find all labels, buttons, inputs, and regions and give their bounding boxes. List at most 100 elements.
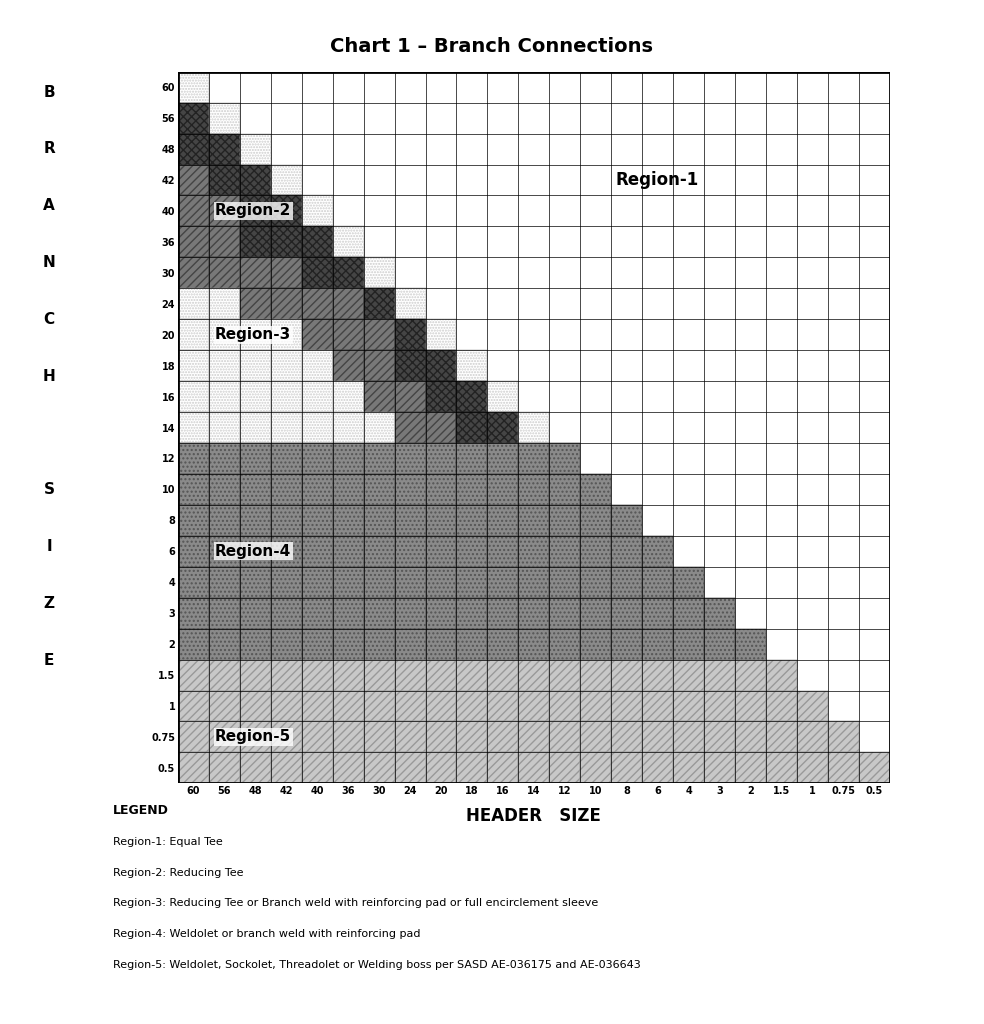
Bar [240, 598, 271, 629]
Bar [581, 474, 611, 505]
Bar [271, 350, 302, 381]
Bar [240, 659, 271, 690]
Bar [240, 226, 271, 257]
Bar [425, 443, 457, 474]
Bar [487, 566, 519, 598]
Bar [457, 536, 487, 566]
Bar [395, 629, 425, 659]
Bar [364, 753, 395, 783]
Bar [425, 412, 457, 443]
Bar [178, 133, 209, 165]
Bar [581, 566, 611, 598]
Bar [704, 753, 735, 783]
Bar [549, 598, 581, 629]
Bar [457, 753, 487, 783]
Bar [178, 722, 209, 753]
Bar [395, 536, 425, 566]
Bar [425, 566, 457, 598]
Bar [240, 598, 271, 629]
Bar [209, 319, 240, 350]
Bar [178, 196, 209, 226]
Bar [333, 350, 364, 381]
Bar [209, 443, 240, 474]
Bar [859, 753, 890, 783]
Bar [271, 474, 302, 505]
Bar [735, 722, 766, 753]
Bar [581, 598, 611, 629]
Bar [302, 319, 333, 350]
Bar [302, 566, 333, 598]
Bar [240, 381, 271, 412]
Bar [302, 690, 333, 722]
Bar [209, 659, 240, 690]
Bar [735, 753, 766, 783]
Bar [302, 659, 333, 690]
Bar [364, 629, 395, 659]
X-axis label: HEADER   SIZE: HEADER SIZE [466, 807, 601, 825]
Bar [487, 690, 519, 722]
Bar [673, 629, 704, 659]
Bar [302, 196, 333, 226]
Bar [333, 753, 364, 783]
Bar [209, 722, 240, 753]
Bar [333, 257, 364, 289]
Bar [178, 72, 209, 102]
Bar [519, 412, 549, 443]
Bar [333, 381, 364, 412]
Bar [457, 381, 487, 412]
Bar [643, 753, 673, 783]
Bar [240, 196, 271, 226]
Bar [364, 350, 395, 381]
Bar [271, 753, 302, 783]
Bar [178, 753, 209, 783]
Bar [209, 598, 240, 629]
Bar [395, 350, 425, 381]
Bar [704, 690, 735, 722]
Bar [209, 505, 240, 536]
Bar [240, 165, 271, 196]
Bar [302, 319, 333, 350]
Bar [395, 412, 425, 443]
Bar [643, 598, 673, 629]
Bar [581, 536, 611, 566]
Bar [209, 226, 240, 257]
Bar [271, 722, 302, 753]
Bar [797, 722, 828, 753]
Bar [364, 690, 395, 722]
Bar [457, 598, 487, 629]
Bar [178, 722, 209, 753]
Bar [209, 102, 240, 133]
Bar [673, 753, 704, 783]
Bar [457, 629, 487, 659]
Bar [487, 690, 519, 722]
Bar [519, 659, 549, 690]
Bar [425, 350, 457, 381]
Bar [395, 598, 425, 629]
Bar [302, 722, 333, 753]
Bar [425, 753, 457, 783]
Bar [643, 722, 673, 753]
Bar [735, 629, 766, 659]
Bar [333, 474, 364, 505]
Bar [643, 659, 673, 690]
Bar [395, 505, 425, 536]
Bar [643, 629, 673, 659]
Text: R: R [43, 141, 55, 157]
Bar [178, 474, 209, 505]
Bar [364, 257, 395, 289]
Bar [581, 659, 611, 690]
Bar [673, 753, 704, 783]
Bar [457, 381, 487, 412]
Bar [828, 722, 859, 753]
Bar [673, 598, 704, 629]
Bar [395, 474, 425, 505]
Bar [487, 443, 519, 474]
Bar [549, 443, 581, 474]
Bar [240, 289, 271, 319]
Bar [271, 753, 302, 783]
Bar [240, 690, 271, 722]
Bar [240, 133, 271, 165]
Bar [425, 536, 457, 566]
Bar [425, 381, 457, 412]
Bar [581, 659, 611, 690]
